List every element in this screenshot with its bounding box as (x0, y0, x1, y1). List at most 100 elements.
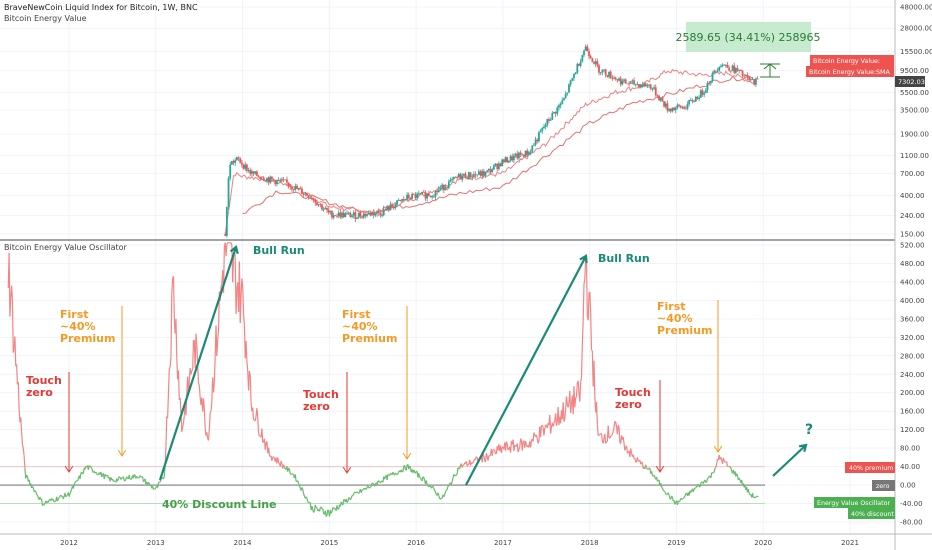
oscillator-segment (165, 416, 168, 447)
candle-body (614, 77, 617, 80)
oscillator-segment (395, 473, 398, 476)
touch-zero-arrow-head (342, 466, 352, 474)
oscillator-segment (575, 382, 578, 397)
candle-body (698, 97, 701, 100)
oscillator-segment (590, 313, 593, 350)
oscillator-segment (448, 483, 451, 486)
candle-body (551, 113, 554, 120)
time-axis[interactable]: 2012 2013 2014 2015 2016 2017 2018 2019 2020 2021 (60, 539, 859, 547)
oscillator-segment (207, 428, 210, 441)
oscillator-segment (23, 455, 26, 469)
oscillator-segment (225, 244, 228, 257)
candle-body (639, 84, 642, 88)
oscillator-segment (585, 260, 588, 316)
oscillator-segment (307, 501, 310, 504)
candle-body (499, 163, 502, 167)
oscillator-segment (171, 279, 174, 294)
oscillator-axis[interactable]: -80.00 -40.00 0.00 40.00 80.00 120.00 160.00 20… (900, 242, 925, 527)
candle-body (354, 212, 357, 219)
oscillator-segment (574, 397, 577, 408)
oscillator-segment (645, 464, 648, 469)
oscillator-segment (157, 481, 160, 484)
candle-body (307, 195, 310, 199)
oscillator-segment (712, 471, 715, 474)
candle-body (271, 176, 273, 180)
oscillator-segment (247, 370, 250, 391)
candle-body (729, 70, 732, 72)
oscillator-segment (440, 497, 442, 500)
oscillator-segment (662, 489, 665, 492)
oscillator-segment (74, 480, 77, 483)
oscillator-segment (277, 457, 280, 463)
candle-body (232, 160, 235, 163)
oscillator-segment (625, 445, 628, 454)
candle-body (611, 77, 614, 79)
candle-body (754, 78, 757, 85)
candle-body (379, 212, 382, 216)
future-arrow (772, 444, 807, 477)
candle-body (598, 65, 600, 73)
price-tick-label: 28000.00 (900, 25, 932, 33)
oscillator-segment (755, 495, 758, 498)
oscillator-segment (396, 473, 399, 476)
oscillator-segment (517, 449, 520, 453)
candle-body (631, 80, 634, 82)
candle-body (541, 128, 544, 132)
candle-body (245, 164, 248, 171)
candle-body (624, 79, 627, 84)
oscillator-segment (303, 493, 306, 497)
discount-line-label: 40% Discount Line (162, 498, 277, 511)
candle-body (669, 108, 672, 112)
oscillator-segment (356, 491, 359, 494)
candle-body (296, 185, 298, 189)
oscillator-segment (505, 441, 508, 445)
measure-tool[interactable]: 2589.65 (34.41%) 258965 (676, 22, 821, 78)
oscillator-segment (617, 424, 620, 428)
oscillator-segment (622, 436, 625, 444)
candle-body (519, 152, 522, 155)
bull-run-arrow (465, 255, 587, 486)
candle-body (739, 70, 742, 71)
oscillator-segment (97, 473, 99, 476)
candle-body (664, 103, 667, 107)
oscillator-segment (32, 486, 34, 488)
oscillator-segment (520, 438, 522, 441)
oscillator-segment (562, 402, 565, 422)
candle-body (256, 171, 258, 176)
oscillator-segment (492, 449, 495, 451)
candle-body (417, 193, 420, 195)
candle-body (277, 179, 280, 181)
oscillator-segment (122, 476, 125, 481)
candle-body (474, 174, 477, 176)
candle-body (412, 194, 415, 195)
candle-body (569, 80, 572, 85)
candle-body (644, 83, 647, 87)
oscillator-segment (203, 409, 206, 428)
osc-tick-label: 40.00 (900, 463, 920, 471)
candle-body (589, 56, 592, 59)
bull-run-arrow-head (579, 254, 588, 264)
oscillator-segment (358, 491, 361, 494)
oscillator-segment (653, 475, 656, 478)
energy-value-tag: Bitcoin Energy Value: (810, 55, 894, 66)
oscillator-segment (232, 256, 235, 283)
candle-body (706, 82, 709, 90)
oscillator-segment (248, 370, 251, 376)
candle-body (524, 150, 527, 157)
candle-body (356, 217, 358, 219)
candle-body (643, 83, 645, 87)
oscillator-segment (8, 252, 11, 317)
oscillator-segment (246, 360, 249, 372)
price-axis[interactable]: 150.00 240.00 400.00 700.00 1100.00 1900.00 35… (900, 4, 932, 239)
candle-body (689, 100, 692, 101)
candle-body (436, 190, 439, 193)
oscillator-segment (575, 396, 577, 399)
candle-body (548, 119, 550, 121)
candle-body (272, 179, 275, 181)
candle-body (674, 107, 677, 110)
candle-body (581, 55, 584, 62)
candle-body (341, 212, 343, 218)
oscillator-segment (723, 460, 726, 463)
oscillator-segment (298, 485, 301, 489)
oscillator-segment (589, 291, 592, 314)
